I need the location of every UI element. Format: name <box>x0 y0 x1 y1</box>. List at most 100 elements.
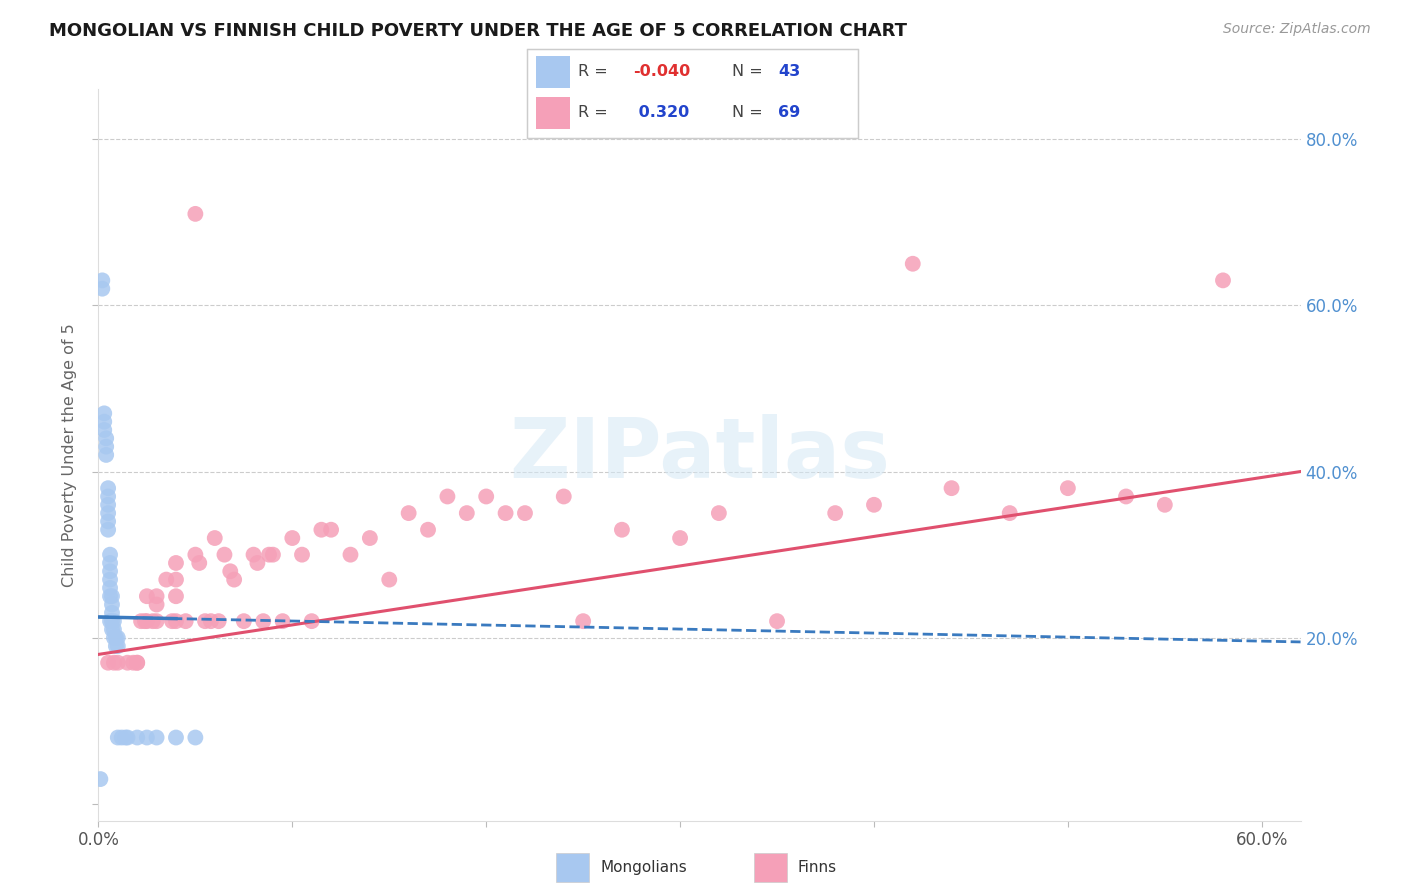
Point <box>93 423 115 437</box>
Point <box>145 598 167 612</box>
Point <box>96 431 118 445</box>
Text: 69: 69 <box>779 105 800 120</box>
Point <box>96 448 118 462</box>
Point <box>257 548 280 562</box>
Point <box>104 639 127 653</box>
Point <box>145 589 167 603</box>
Point <box>98 548 121 562</box>
Point <box>553 490 575 504</box>
Point <box>824 506 846 520</box>
Point <box>103 656 125 670</box>
Point <box>107 631 129 645</box>
Point <box>271 614 294 628</box>
Point <box>117 731 139 745</box>
Point <box>122 656 145 670</box>
Point <box>127 656 149 670</box>
Text: 0.320: 0.320 <box>633 105 689 120</box>
Point <box>101 589 124 603</box>
Point <box>127 731 149 745</box>
Point <box>252 614 274 628</box>
Point <box>97 490 120 504</box>
Text: MONGOLIAN VS FINNISH CHILD POVERTY UNDER THE AGE OF 5 CORRELATION CHART: MONGOLIAN VS FINNISH CHILD POVERTY UNDER… <box>49 22 907 40</box>
Point <box>89 772 111 786</box>
Point <box>97 656 120 670</box>
Point <box>572 614 595 628</box>
Point <box>204 531 226 545</box>
Point <box>174 614 197 628</box>
Point <box>232 614 254 628</box>
Text: N =: N = <box>733 105 763 120</box>
Point <box>97 506 120 520</box>
Point <box>165 556 187 570</box>
Point <box>301 614 323 628</box>
Point <box>98 573 121 587</box>
Point <box>184 548 207 562</box>
Point <box>104 631 127 645</box>
Point <box>165 589 187 603</box>
Text: Mongolians: Mongolians <box>600 860 686 875</box>
Point <box>398 506 420 520</box>
Point <box>456 506 478 520</box>
Point <box>1115 490 1137 504</box>
Point <box>98 614 121 628</box>
Point <box>359 531 381 545</box>
Point <box>101 614 124 628</box>
Point <box>135 614 157 628</box>
Point <box>610 523 633 537</box>
Point <box>98 564 121 578</box>
Point <box>707 506 730 520</box>
Point <box>145 614 167 628</box>
Point <box>495 506 517 520</box>
Point <box>224 573 246 587</box>
Point <box>93 415 115 429</box>
Point <box>319 523 342 537</box>
Point <box>117 656 139 670</box>
Point <box>107 656 129 670</box>
Point <box>1153 498 1175 512</box>
Point <box>97 481 120 495</box>
Point <box>378 573 401 587</box>
Y-axis label: Child Poverty Under the Age of 5: Child Poverty Under the Age of 5 <box>62 323 77 587</box>
Text: -0.040: -0.040 <box>633 64 690 79</box>
Point <box>134 614 156 628</box>
Point <box>475 490 498 504</box>
Point <box>111 731 134 745</box>
Point <box>114 731 136 745</box>
Point <box>208 614 231 628</box>
Point <box>311 523 333 537</box>
Point <box>107 639 129 653</box>
Bar <box>536 56 571 88</box>
Point <box>262 548 284 562</box>
Point <box>188 556 211 570</box>
Bar <box>536 97 571 129</box>
Point <box>200 614 222 628</box>
Point <box>98 589 121 603</box>
Point <box>669 531 692 545</box>
Point <box>135 731 157 745</box>
Point <box>281 531 304 545</box>
Point <box>246 556 269 570</box>
Point <box>436 490 458 504</box>
Text: 43: 43 <box>779 64 800 79</box>
Point <box>98 581 121 595</box>
Text: Source: ZipAtlas.com: Source: ZipAtlas.com <box>1223 22 1371 37</box>
Point <box>416 523 439 537</box>
Point <box>339 548 361 562</box>
Point <box>165 731 187 745</box>
Point <box>96 440 118 454</box>
Point <box>160 614 183 628</box>
Point <box>155 573 177 587</box>
Text: R =: R = <box>578 64 609 79</box>
Point <box>291 548 314 562</box>
Point <box>145 731 167 745</box>
Point <box>1212 273 1234 287</box>
Point <box>103 614 125 628</box>
Point <box>142 614 165 628</box>
Point <box>101 606 124 620</box>
Point <box>129 614 152 628</box>
Text: Finns: Finns <box>797 860 837 875</box>
Point <box>184 207 207 221</box>
Point <box>901 257 924 271</box>
Text: R =: R = <box>578 105 609 120</box>
Point <box>97 523 120 537</box>
